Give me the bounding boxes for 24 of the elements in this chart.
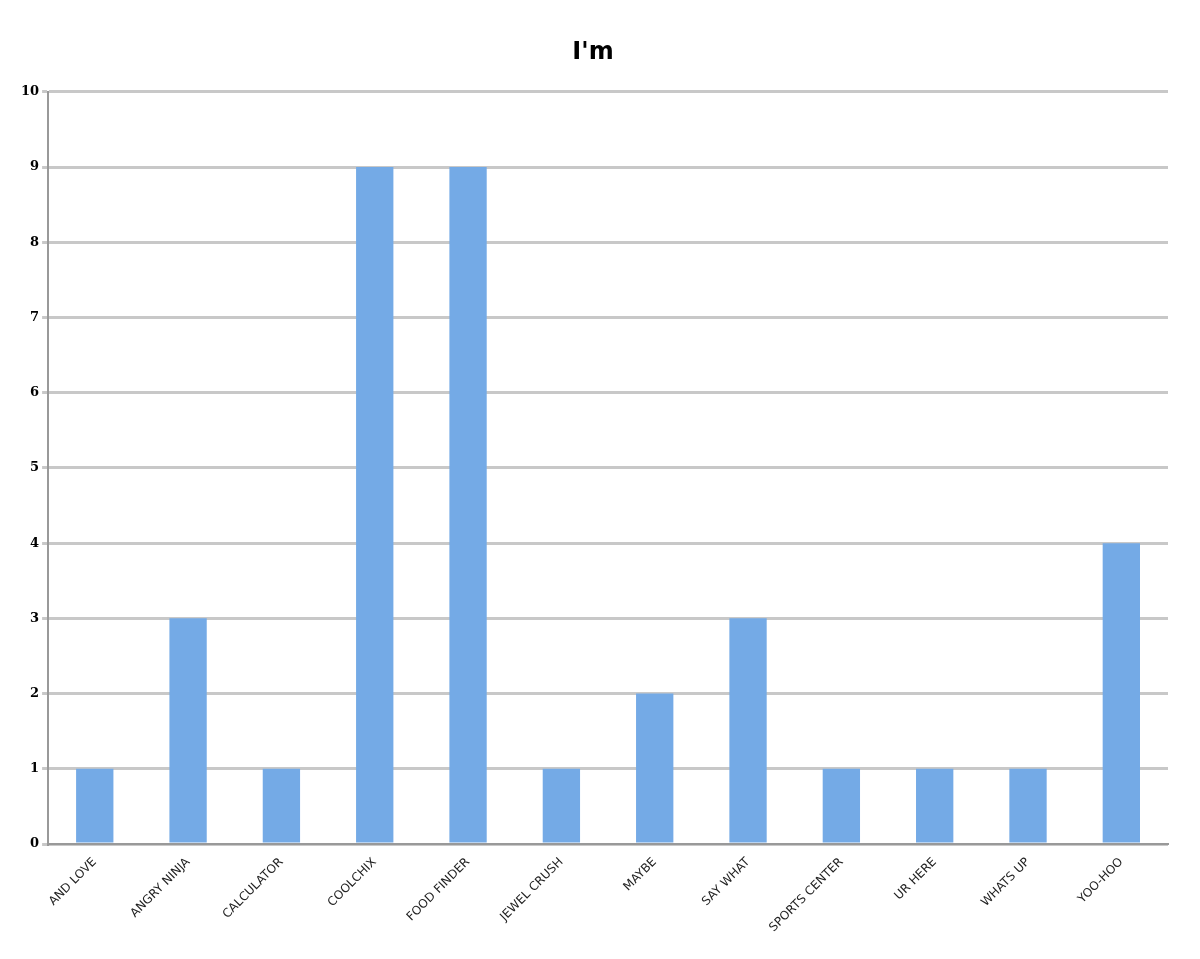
y-tick-label: 3: [30, 609, 40, 625]
bar: [729, 618, 767, 843]
bar: [542, 768, 581, 843]
bar: [169, 618, 207, 843]
bar: [449, 167, 487, 843]
bar: [916, 768, 954, 843]
bar: [1009, 768, 1047, 843]
y-tick-label: 8: [30, 233, 40, 249]
y-tick-label: 2: [30, 684, 40, 700]
bar: [356, 167, 394, 843]
y-tick-label: 10: [21, 83, 40, 99]
y-tick-label: 7: [30, 308, 40, 324]
bar: [636, 693, 674, 843]
bar: [76, 768, 114, 843]
y-tick-label: 0: [30, 835, 40, 851]
y-tick-label: 1: [30, 760, 40, 776]
y-tick-label: 5: [30, 459, 40, 475]
bar: [262, 768, 301, 843]
y-tick-label: 9: [30, 158, 40, 174]
bar: [822, 768, 861, 843]
y-tick-label: 6: [30, 384, 40, 400]
y-tick-label: 4: [30, 534, 40, 550]
chart-title: I'm: [572, 36, 614, 65]
bar: [1102, 543, 1140, 843]
